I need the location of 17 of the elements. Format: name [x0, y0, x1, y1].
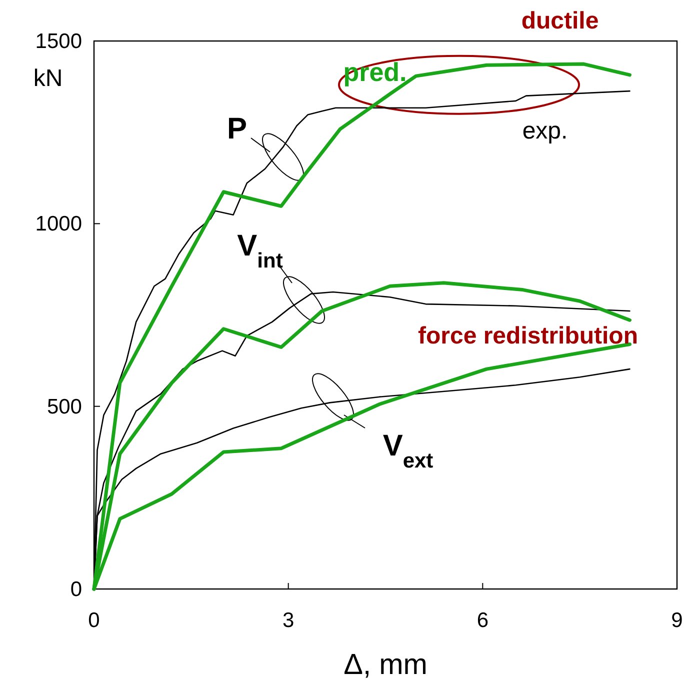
text: ductile — [521, 7, 599, 34]
x-tick-label: 0 — [88, 609, 100, 632]
x-tick-label: 3 — [282, 609, 294, 632]
x-tick-label: 6 — [476, 609, 489, 632]
y-tick-label: 0 — [70, 578, 82, 601]
y-tick-label: 1500 — [35, 30, 82, 53]
annotation: V$_{int}$ — [237, 230, 283, 272]
y-tick-label: 500 — [46, 395, 82, 418]
annotation: pred. — [343, 57, 407, 88]
y-tick-label: 1000 — [35, 212, 82, 236]
x-axis-title: Δ, mm — [344, 649, 428, 681]
annotation: force redistribution — [418, 322, 638, 350]
annotation: P — [226, 112, 248, 146]
x-tick-label: 9 — [671, 609, 683, 632]
y-axis-title: kN — [33, 65, 63, 92]
annotation: exp. — [522, 117, 568, 144]
annotation: V$_{ext}$ — [382, 430, 434, 472]
